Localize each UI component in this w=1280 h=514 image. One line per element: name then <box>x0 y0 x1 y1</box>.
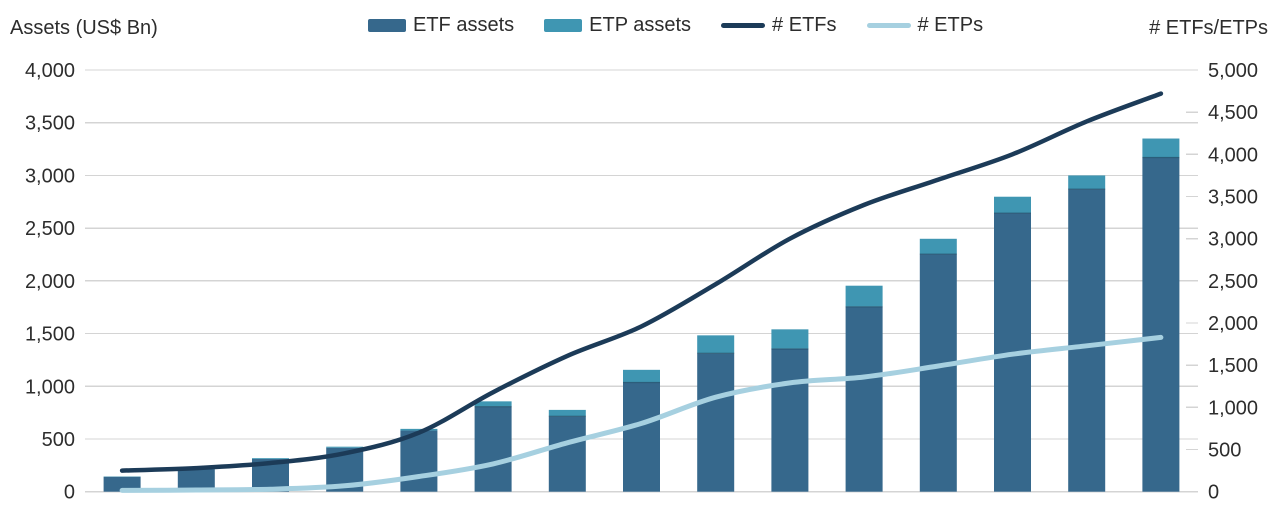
bar-etp-assets-15 <box>1142 138 1180 158</box>
legend-label: ETF assets <box>413 14 515 36</box>
right-tick-label: 2,500 <box>1208 271 1258 293</box>
legend-label: ETP assets <box>589 14 692 36</box>
legend-line-swatch <box>721 23 766 28</box>
legend-bar-swatch <box>368 19 406 32</box>
legend-item-etfs: # ETFs <box>721 14 837 37</box>
legend-line-swatch <box>866 23 911 28</box>
right-tick-label: 4,000 <box>1208 144 1258 166</box>
right-tick-label: 3,000 <box>1208 229 1258 251</box>
left-tick-label: 3,500 <box>25 113 75 135</box>
right-tick-label: 0 <box>1208 482 1219 504</box>
left-tick-label: 500 <box>42 429 75 451</box>
bar-etp-assets-11 <box>845 285 883 307</box>
bar-etp-assets-8 <box>623 369 660 383</box>
right-tick-label: 5,000 <box>1208 60 1258 82</box>
legend-bar-swatch <box>544 19 583 32</box>
legend-item-etf-assets: ETF assets <box>368 14 514 37</box>
left-axis-title: Assets (US$ Bn) <box>10 17 158 39</box>
right-tick-label: 3,500 <box>1208 187 1258 209</box>
bar-etf-assets-7 <box>548 416 586 492</box>
left-tick-label: 1,000 <box>25 376 75 398</box>
right-tick-label: 4,500 <box>1208 102 1258 124</box>
right-tick-label: 500 <box>1208 440 1241 462</box>
right-tick-label: 1,500 <box>1208 355 1258 377</box>
bar-etp-assets-13 <box>994 196 1031 214</box>
bar-etp-assets-9 <box>697 335 735 354</box>
bar-etf-assets-5 <box>400 430 438 492</box>
bar-etf-assets-10 <box>771 348 809 492</box>
left-tick-label: 0 <box>64 482 75 504</box>
legend-item-etps: # ETPs <box>866 14 984 37</box>
bar-etp-assets-7 <box>548 409 586 417</box>
legend-label: # ETPs <box>917 14 984 36</box>
left-tick-label: 1,500 <box>25 324 75 346</box>
bar-etf-assets-14 <box>1068 189 1106 492</box>
left-tick-label: 2,000 <box>25 271 75 293</box>
bar-etp-assets-5 <box>400 428 438 431</box>
bar-etf-assets-6 <box>474 406 512 492</box>
bar-etf-assets-15 <box>1142 157 1180 492</box>
bar-etf-assets-12 <box>919 254 957 492</box>
legend: ETF assets ETP assets # ETFs # ETPs <box>368 14 983 37</box>
line-num-etps <box>119 334 1164 493</box>
left-tick-label: 3,000 <box>25 165 75 187</box>
legend-item-etp-assets: ETP assets <box>544 14 691 37</box>
line-num-etfs <box>119 91 1164 473</box>
bar-etp-assets-14 <box>1068 175 1106 190</box>
bar-etp-assets-6 <box>474 401 512 407</box>
bar-etp-assets-4 <box>326 446 364 448</box>
bar-etf-assets-2 <box>177 469 215 492</box>
left-tick-label: 4,000 <box>25 60 75 82</box>
bar-etf-assets-9 <box>697 353 735 492</box>
right-axis-title: # ETFs/ETPs <box>1149 17 1268 39</box>
right-tick-label: 2,000 <box>1208 313 1258 335</box>
bar-etp-assets-12 <box>919 238 957 255</box>
bar-etp-assets-10 <box>771 329 809 349</box>
bar-etp-assets-3 <box>252 458 289 460</box>
bar-etf-assets-8 <box>623 382 660 492</box>
bar-etf-assets-11 <box>845 306 883 492</box>
right-tick-label: 1,000 <box>1208 397 1258 419</box>
legend-label: # ETFs <box>772 14 837 36</box>
left-tick-label: 2,500 <box>25 218 75 240</box>
